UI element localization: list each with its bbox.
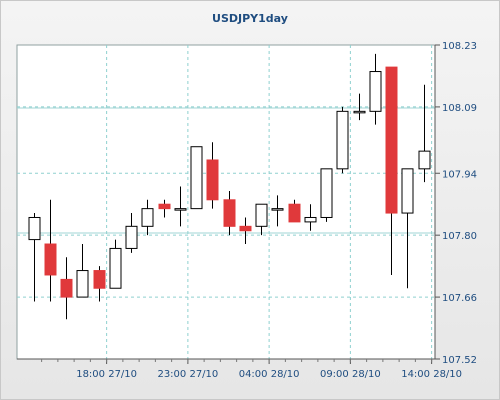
candle — [288, 199, 301, 223]
candle-body-down — [206, 159, 219, 201]
candle-body-up — [320, 168, 333, 218]
candle-body-down — [288, 203, 301, 223]
candle-body-up — [109, 247, 122, 289]
candle — [206, 142, 219, 209]
candle-body-up — [418, 150, 431, 170]
candle — [239, 217, 252, 245]
candle-body-up — [304, 216, 317, 223]
y-tick-label: 107.66 — [442, 293, 477, 304]
x-tick-label: 14:00 28/10 — [401, 369, 462, 380]
x-tick-label: 18:00 27/10 — [76, 369, 137, 380]
candle-body-up — [141, 208, 154, 227]
candle-body-down — [60, 278, 73, 298]
candle-body-down — [44, 243, 57, 276]
chart-title: USDJPY1day — [212, 12, 288, 25]
candle-body-down — [93, 270, 106, 289]
candle — [353, 93, 366, 121]
candle — [158, 199, 171, 218]
y-tick-label: 107.94 — [442, 169, 477, 180]
candle — [109, 239, 122, 289]
candle-body-up — [125, 225, 138, 249]
candle-body-up — [190, 146, 203, 210]
candle — [190, 146, 203, 210]
candle-body-up — [255, 203, 268, 227]
candle — [255, 203, 268, 236]
x-tick-label: 09:00 28/10 — [320, 369, 381, 380]
y-tick-label: 108.23 — [442, 41, 477, 52]
candle-body-down — [239, 225, 252, 232]
candle — [369, 53, 382, 125]
candle-body-down — [223, 199, 236, 227]
candle — [401, 168, 414, 289]
candle — [174, 186, 187, 227]
candle — [385, 66, 398, 275]
candle-body-up — [336, 110, 349, 170]
candle — [76, 244, 89, 298]
candle-body-up — [28, 216, 41, 241]
candle-body-up — [369, 71, 382, 112]
candle-body-up — [174, 208, 187, 211]
x-tick-label: 23:00 27/10 — [157, 369, 218, 380]
candle — [271, 195, 284, 227]
candle-body-up — [76, 270, 89, 298]
candle-body-up — [271, 208, 284, 211]
y-tick-label: 108.09 — [442, 103, 477, 114]
candle — [44, 199, 57, 302]
y-tick-label: 107.52 — [442, 355, 477, 366]
candle — [223, 190, 236, 236]
axis-layer: 108.23 108.09 107.94 107.80 107.66 107.52 18:0… — [17, 41, 477, 380]
candle-body-down — [158, 203, 171, 210]
x-tick-label: 04:00 28/10 — [239, 369, 300, 380]
candles-layer — [28, 53, 431, 320]
y-tick-label: 107.80 — [442, 231, 477, 242]
candle-body-up — [353, 110, 366, 114]
candle — [93, 266, 106, 302]
candle — [418, 84, 431, 183]
candle — [320, 168, 333, 222]
grid-layer — [17, 45, 435, 359]
candle — [336, 106, 349, 174]
candle — [141, 199, 154, 236]
candle — [60, 257, 73, 320]
candle — [125, 213, 138, 253]
candle — [304, 204, 317, 231]
candle-body-down — [385, 66, 398, 214]
candle-body-up — [401, 168, 414, 214]
candle — [28, 213, 41, 302]
